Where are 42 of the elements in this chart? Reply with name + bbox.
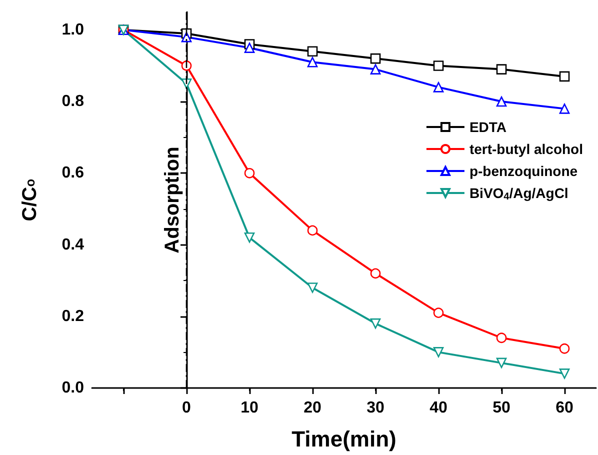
point: [496, 64, 507, 74]
point: [559, 368, 570, 379]
y-tick-label: 1.0: [62, 21, 84, 38]
point: [559, 104, 570, 114]
point: [433, 308, 444, 318]
point: [496, 332, 507, 344]
point: [496, 96, 507, 107]
point: [433, 60, 444, 71]
y-axis-title: C/Co: [19, 178, 41, 222]
point: [370, 318, 381, 329]
legend-label: tert-butyl alcohol: [469, 141, 584, 157]
x-tick-label: 10: [240, 400, 258, 416]
point: [244, 232, 255, 243]
x-tick-label: 50: [492, 400, 510, 416]
y-tick-label: 0.6: [62, 164, 84, 182]
y-tick-label: 0.4: [62, 236, 84, 254]
y-tick-label: 0.8: [62, 93, 84, 110]
point: [559, 343, 570, 354]
point: [307, 46, 318, 57]
point: [433, 82, 444, 92]
x-tick-label: 40: [430, 400, 448, 416]
point: [307, 56, 318, 68]
y-tick-label: 0.2: [62, 308, 84, 325]
x-tick-label: 20: [304, 400, 322, 416]
legend-label: EDTA: [469, 119, 507, 135]
point: [244, 168, 255, 178]
point: [559, 71, 570, 82]
point: [244, 42, 255, 53]
point: [370, 53, 381, 64]
x-tick-label: 0: [182, 400, 192, 416]
point: [307, 282, 318, 293]
y-tick-label: 0.0: [62, 380, 84, 396]
point: [307, 225, 318, 236]
point: [496, 358, 507, 368]
x-tick-label: 30: [366, 400, 384, 416]
x-axis-title: Time(min): [292, 426, 396, 452]
ref-line-label: Adsorption: [162, 146, 184, 254]
x-tick-label: 60: [556, 400, 574, 416]
point: [370, 268, 381, 279]
point: [433, 347, 444, 358]
point: [370, 64, 381, 74]
legend-label: p-benzoquinone: [469, 163, 578, 179]
